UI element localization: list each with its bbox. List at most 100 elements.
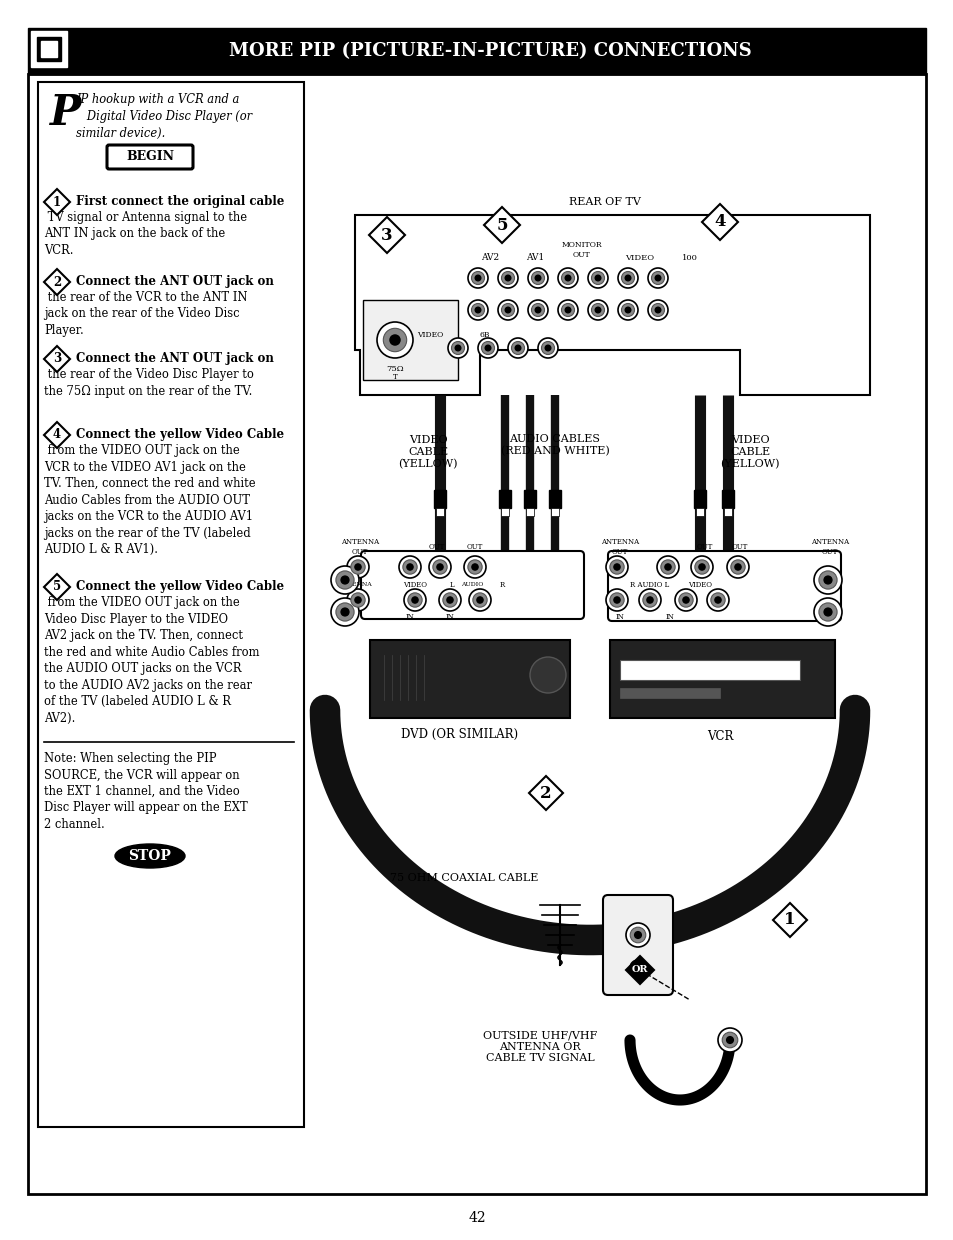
Text: the rear of the VCR to the ANT IN
jack on the rear of the Video Disc
Player.: the rear of the VCR to the ANT IN jack o… bbox=[44, 291, 247, 337]
Text: STOP: STOP bbox=[129, 849, 172, 863]
Circle shape bbox=[537, 339, 558, 358]
Text: 75 OHM COAXIAL CABLE: 75 OHM COAXIAL CABLE bbox=[390, 873, 537, 883]
FancyBboxPatch shape bbox=[107, 145, 193, 169]
Polygon shape bbox=[701, 205, 738, 241]
Text: ANTENNA
OUT: ANTENNA OUT bbox=[600, 538, 639, 556]
Circle shape bbox=[587, 268, 607, 288]
Circle shape bbox=[655, 308, 660, 312]
FancyBboxPatch shape bbox=[523, 490, 536, 508]
Circle shape bbox=[408, 593, 422, 608]
Polygon shape bbox=[772, 903, 806, 937]
Circle shape bbox=[818, 570, 836, 589]
Circle shape bbox=[507, 339, 527, 358]
Circle shape bbox=[682, 596, 688, 603]
Circle shape bbox=[647, 300, 667, 320]
Circle shape bbox=[634, 931, 640, 939]
Circle shape bbox=[609, 593, 623, 608]
Circle shape bbox=[429, 556, 451, 578]
Polygon shape bbox=[625, 956, 654, 985]
Circle shape bbox=[501, 272, 514, 284]
Text: Connect the yellow Video Cable: Connect the yellow Video Cable bbox=[76, 580, 284, 593]
Text: 42: 42 bbox=[468, 1211, 485, 1225]
Polygon shape bbox=[44, 346, 70, 372]
Circle shape bbox=[527, 268, 547, 288]
Circle shape bbox=[403, 589, 426, 611]
Circle shape bbox=[505, 308, 510, 312]
Circle shape bbox=[535, 275, 540, 280]
Circle shape bbox=[647, 268, 667, 288]
Circle shape bbox=[632, 962, 642, 973]
Circle shape bbox=[618, 300, 638, 320]
Circle shape bbox=[341, 608, 349, 616]
FancyBboxPatch shape bbox=[693, 490, 705, 508]
Circle shape bbox=[468, 268, 488, 288]
Circle shape bbox=[505, 275, 510, 280]
FancyBboxPatch shape bbox=[609, 640, 834, 718]
Text: IN: IN bbox=[445, 613, 454, 621]
Circle shape bbox=[655, 275, 660, 280]
Circle shape bbox=[726, 1037, 733, 1043]
Circle shape bbox=[476, 596, 482, 603]
Circle shape bbox=[618, 268, 638, 288]
Text: 1: 1 bbox=[783, 911, 795, 929]
Circle shape bbox=[660, 559, 675, 574]
Text: VIDEO: VIDEO bbox=[416, 331, 442, 339]
Text: L: L bbox=[449, 582, 454, 589]
Circle shape bbox=[515, 345, 520, 351]
Circle shape bbox=[620, 304, 634, 316]
Text: OUT: OUT bbox=[731, 543, 747, 551]
Polygon shape bbox=[44, 188, 70, 215]
Circle shape bbox=[527, 300, 547, 320]
Text: MONITOR
OUT: MONITOR OUT bbox=[561, 242, 601, 259]
Circle shape bbox=[438, 589, 460, 611]
Circle shape bbox=[813, 565, 841, 594]
Circle shape bbox=[485, 345, 490, 351]
Circle shape bbox=[564, 275, 570, 280]
Text: OUT: OUT bbox=[696, 543, 713, 551]
Circle shape bbox=[734, 564, 740, 570]
Text: 2: 2 bbox=[539, 785, 551, 801]
Circle shape bbox=[635, 966, 639, 970]
Text: VIDEO
CABLE
(YELLOW): VIDEO CABLE (YELLOW) bbox=[720, 435, 779, 469]
Text: 100: 100 bbox=[681, 254, 698, 262]
Circle shape bbox=[471, 304, 484, 316]
Text: from the VIDEO OUT jack on the
Video Disc Player to the VIDEO
AV2 jack on the TV: from the VIDEO OUT jack on the Video Dis… bbox=[44, 596, 259, 724]
Circle shape bbox=[412, 596, 417, 603]
Circle shape bbox=[564, 308, 570, 312]
Text: BEGIN: BEGIN bbox=[126, 150, 173, 164]
Circle shape bbox=[469, 589, 491, 611]
Text: VIDEO: VIDEO bbox=[687, 582, 711, 589]
Circle shape bbox=[614, 596, 619, 603]
FancyBboxPatch shape bbox=[363, 300, 457, 379]
Circle shape bbox=[718, 1028, 741, 1052]
Circle shape bbox=[376, 322, 413, 358]
Circle shape bbox=[639, 589, 660, 611]
Text: Note: When selecting the PIP
SOURCE, the VCR will appear on
the EXT 1 channel, a: Note: When selecting the PIP SOURCE, the… bbox=[44, 751, 248, 831]
FancyBboxPatch shape bbox=[619, 688, 720, 698]
Circle shape bbox=[605, 589, 627, 611]
Text: OUT: OUT bbox=[428, 543, 445, 551]
Circle shape bbox=[347, 556, 369, 578]
Text: Connect the ANT OUT jack on: Connect the ANT OUT jack on bbox=[76, 275, 274, 288]
FancyBboxPatch shape bbox=[619, 660, 800, 680]
Circle shape bbox=[530, 657, 565, 693]
Circle shape bbox=[497, 300, 517, 320]
FancyBboxPatch shape bbox=[370, 640, 569, 718]
Circle shape bbox=[473, 593, 487, 608]
Circle shape bbox=[595, 275, 600, 280]
Circle shape bbox=[355, 564, 360, 570]
Circle shape bbox=[383, 329, 406, 352]
Text: 4: 4 bbox=[52, 429, 61, 441]
Circle shape bbox=[642, 593, 657, 608]
Circle shape bbox=[646, 596, 653, 603]
FancyBboxPatch shape bbox=[548, 490, 560, 508]
FancyBboxPatch shape bbox=[38, 82, 304, 1127]
Text: 5: 5 bbox=[496, 217, 507, 233]
Circle shape bbox=[558, 300, 578, 320]
Text: ANTENNA
OUT: ANTENNA OUT bbox=[810, 538, 848, 556]
Circle shape bbox=[501, 304, 514, 316]
Text: R: R bbox=[498, 582, 504, 589]
Circle shape bbox=[497, 268, 517, 288]
FancyBboxPatch shape bbox=[41, 41, 57, 57]
Polygon shape bbox=[529, 776, 562, 810]
